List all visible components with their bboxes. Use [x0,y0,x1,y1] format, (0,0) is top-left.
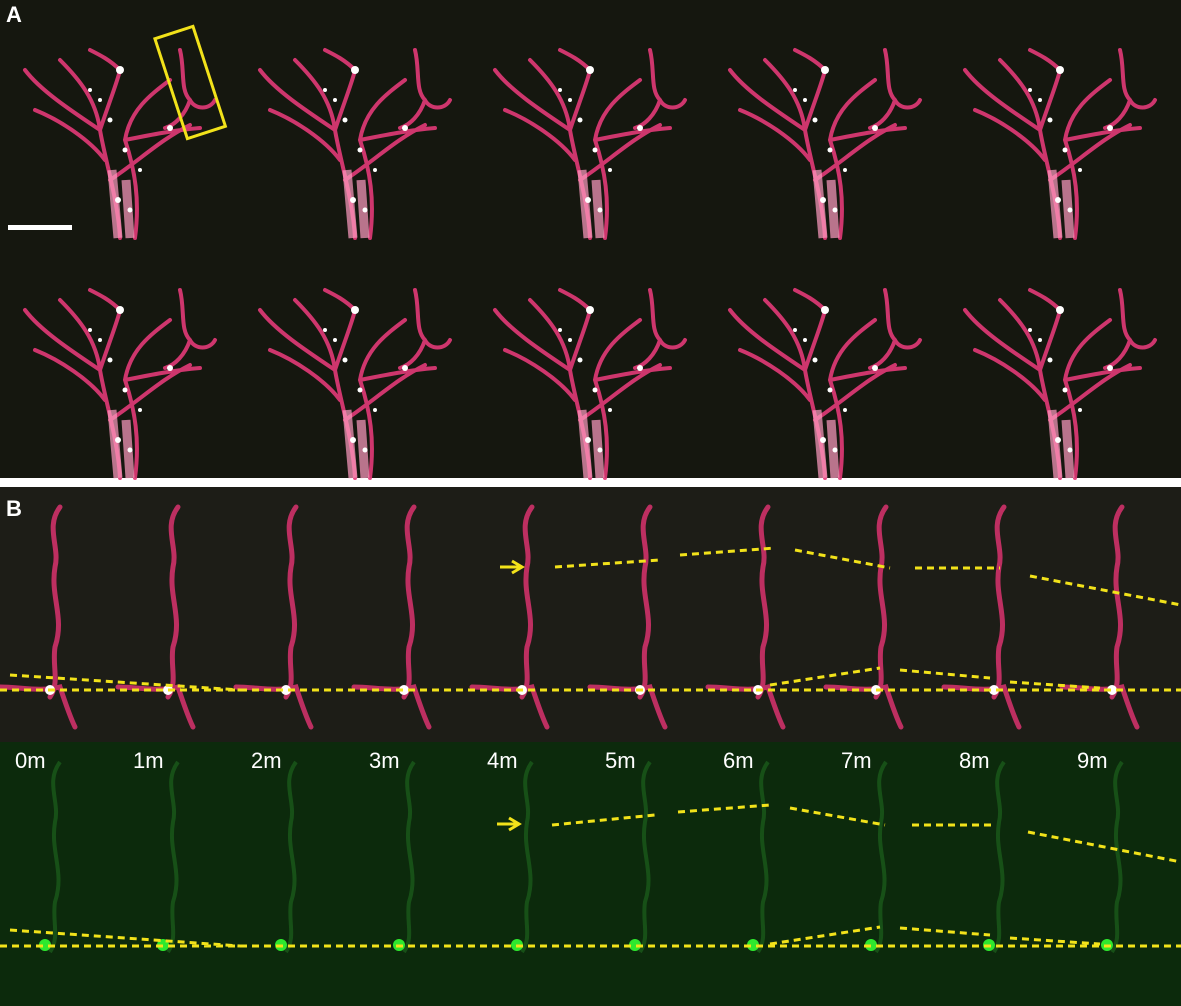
panel-b-merged-background [0,487,1181,742]
time-label: 6m [723,748,754,773]
time-label: 5m [605,748,636,773]
panel-a-frames: A [6,2,1155,478]
time-label: 4m [487,748,518,773]
tracking-lines [0,546,1181,948]
time-label: 7m [841,748,872,773]
panel-label: B [6,496,22,521]
time-label: 0m [15,748,46,773]
time-label: 9m [1077,748,1108,773]
time-label: 8m [959,748,990,773]
scale-bar [8,225,72,230]
time-label: 2m [251,748,282,773]
time-label: 1m [133,748,164,773]
arrow [497,816,522,832]
panel-b-green-background [0,742,1181,1006]
panel-label: A [6,2,22,27]
time-label: 3m [369,748,400,773]
panel-b-frames: 0m 1m 2m 3m 4m 5m 6m 7m 8m 9m B [0,496,1137,954]
arrow [500,559,525,575]
roi-box [153,24,228,141]
